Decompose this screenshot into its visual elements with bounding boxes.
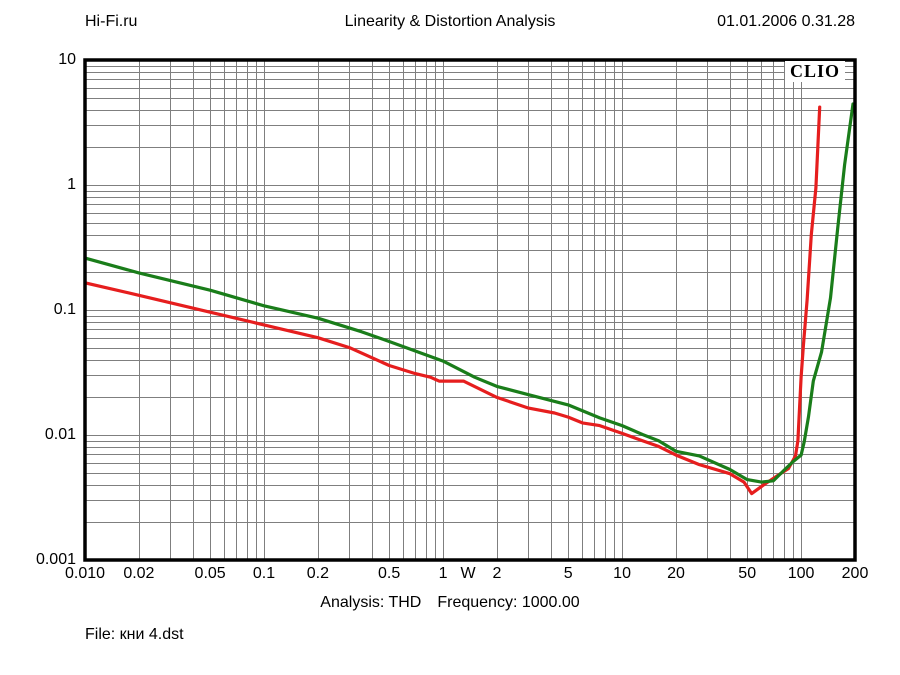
clio-logo: CLIO (784, 61, 845, 82)
file-label: File: кни 4.dst (85, 626, 184, 643)
site-label: Hi-Fi.ru (85, 13, 138, 30)
x-tick-label: 0.05 (194, 565, 226, 582)
y-tick-label: 0.1 (53, 301, 76, 318)
analysis-annotation: Analysis: THD Frequency: 1000.00 (0, 594, 900, 612)
x-tick-label: 0.02 (123, 565, 155, 582)
x-tick-label: 0.5 (378, 565, 401, 582)
chart-title: Linearity & Distortion Analysis (344, 13, 556, 30)
analysis-label: Analysis: THD (320, 594, 422, 611)
x-tick-label: 2 (492, 565, 502, 582)
y-tick-label: 0.001 (35, 551, 76, 568)
x-tick-label: 10 (613, 565, 631, 582)
x-tick-label: 0.010 (64, 565, 106, 582)
x-tick-label: 20 (667, 565, 685, 582)
plot-frame (83, 58, 857, 562)
y-tick-label: 10 (58, 51, 76, 68)
x-tick-label: 0.2 (306, 565, 330, 582)
y-tick-label: 0.01 (44, 426, 76, 443)
y-tick-label: 1 (67, 176, 76, 193)
x-tick-label: 5 (563, 565, 573, 582)
x-tick-label: 100 (787, 565, 815, 582)
x-tick-label: 200 (841, 565, 869, 582)
x-tick-label: 1 (438, 565, 448, 582)
x-tick-label: 0.1 (252, 565, 276, 582)
thd-curve-green (85, 102, 855, 484)
x-tick-label: 50 (738, 565, 757, 582)
x-axis-unit-label: W (460, 565, 476, 582)
header-datetime: 01.01.2006 0.31.28 (717, 13, 855, 30)
thd-curve-red (85, 105, 822, 496)
frequency-label: Frequency: 1000.00 (437, 594, 580, 611)
